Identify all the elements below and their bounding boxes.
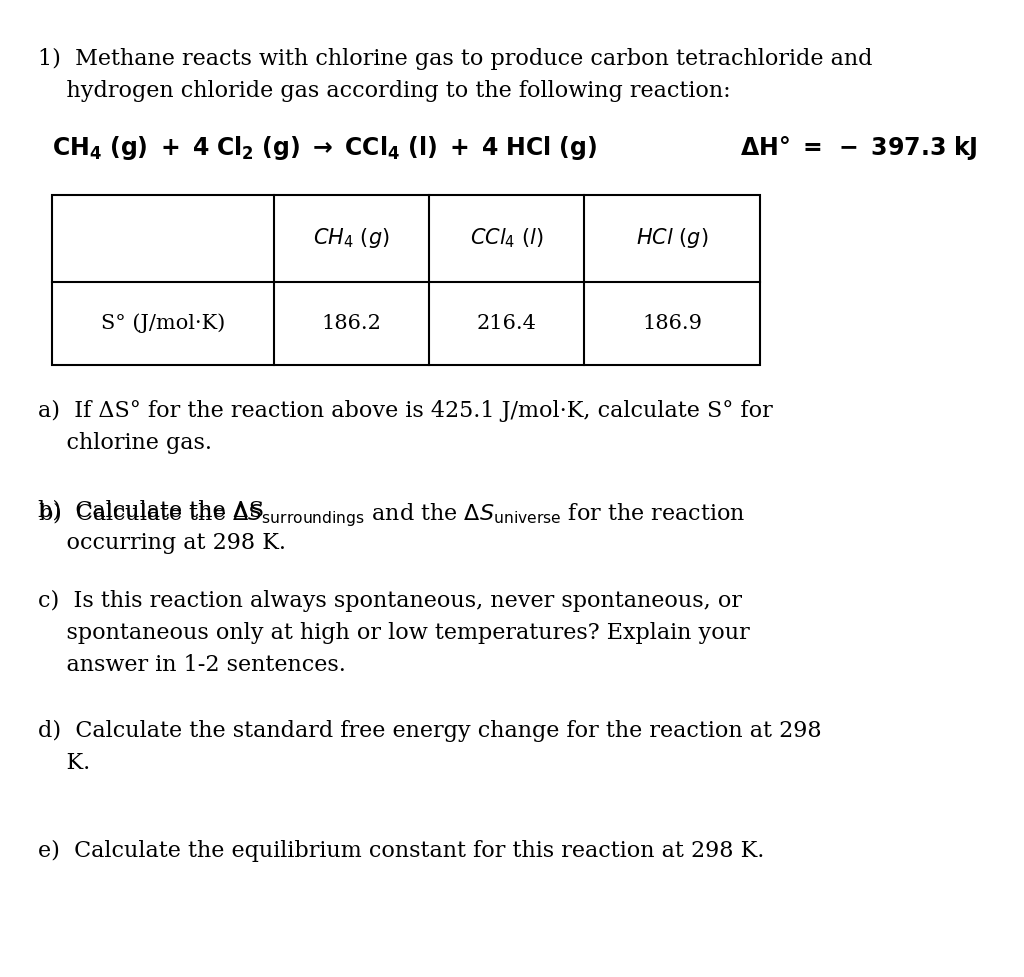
Text: hydrogen chloride gas according to the following reaction:: hydrogen chloride gas according to the f… — [38, 80, 731, 102]
Text: S° (J/mol·K): S° (J/mol·K) — [101, 314, 225, 333]
Text: d)  Calculate the standard free energy change for the reaction at 298: d) Calculate the standard free energy ch… — [38, 720, 821, 743]
Text: 216.4: 216.4 — [476, 314, 537, 333]
Text: $\mathbf{CH_4}$$\mathbf{\ (g)\ +\ 4\ Cl_2\ (g)\ \rightarrow\ CCl_4\ (l)\ +\ 4\ H: $\mathbf{CH_4}$$\mathbf{\ (g)\ +\ 4\ Cl_… — [52, 134, 597, 162]
Text: $CH_4\ (g)$: $CH_4\ (g)$ — [313, 227, 390, 250]
Text: occurring at 298 K.: occurring at 298 K. — [38, 532, 286, 554]
Text: $\mathbf{\Delta H°\ =\ -\ 397.3\ kJ}$: $\mathbf{\Delta H°\ =\ -\ 397.3\ kJ}$ — [740, 134, 978, 162]
Text: a)  If ΔS° for the reaction above is 425.1 J/mol·K, calculate S° for: a) If ΔS° for the reaction above is 425.… — [38, 400, 773, 422]
Text: spontaneous only at high or low temperatures? Explain your: spontaneous only at high or low temperat… — [38, 622, 750, 644]
Text: chlorine gas.: chlorine gas. — [38, 432, 212, 454]
Text: 1)  Methane reacts with chlorine gas to produce carbon tetrachloride and: 1) Methane reacts with chlorine gas to p… — [38, 48, 872, 70]
Text: b)  Calculate the $\Delta S_{\mathrm{surroundings}}$ and the $\Delta S_{\mathrm{: b) Calculate the $\Delta S_{\mathrm{surr… — [38, 500, 745, 529]
Text: $CCl_4\ (l)$: $CCl_4\ (l)$ — [470, 227, 544, 250]
Text: K.: K. — [38, 752, 90, 774]
Text: b)  Calculate the ΔS: b) Calculate the ΔS — [38, 500, 264, 522]
Text: c)  Is this reaction always spontaneous, never spontaneous, or: c) Is this reaction always spontaneous, … — [38, 590, 742, 613]
Bar — [52, 195, 760, 365]
Text: $HCl\ (g)$: $HCl\ (g)$ — [636, 227, 709, 250]
Text: e)  Calculate the equilibrium constant for this reaction at 298 K.: e) Calculate the equilibrium constant fo… — [38, 840, 764, 862]
Text: answer in 1-2 sentences.: answer in 1-2 sentences. — [38, 654, 346, 676]
Text: 186.9: 186.9 — [642, 314, 702, 333]
Text: 186.2: 186.2 — [322, 314, 381, 333]
